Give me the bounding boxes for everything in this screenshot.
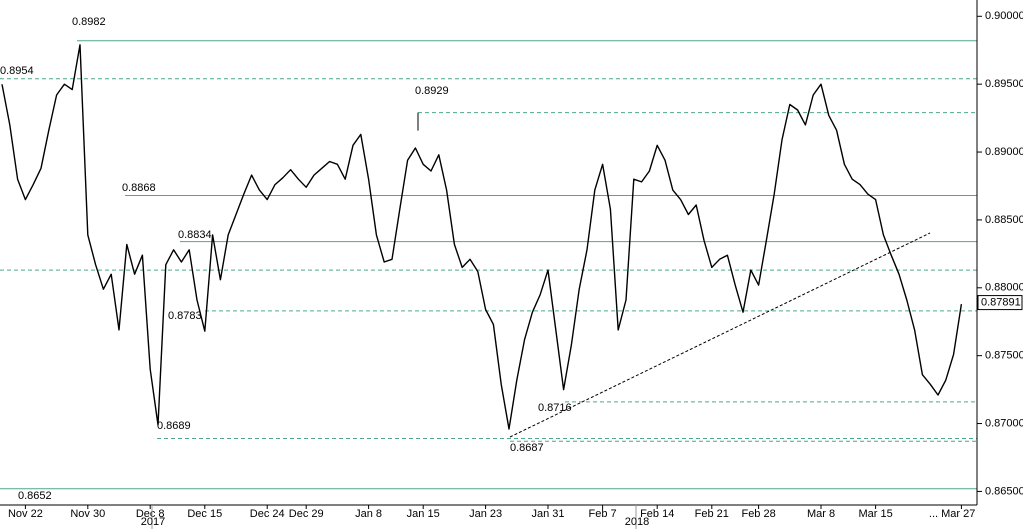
plot	[1, 44, 963, 430]
x-tick-label: Nov 30	[70, 508, 105, 520]
x-tick-label: Jan 8	[355, 508, 382, 520]
level-label: 0.8689	[157, 420, 191, 432]
y-tick-label: 0.88500	[985, 214, 1023, 226]
y-tick-label: 0.87500	[985, 350, 1023, 362]
x-tick-label: Jan 23	[469, 508, 502, 520]
last-price-box	[977, 295, 1023, 311]
year-label: 2017	[141, 516, 165, 528]
year-label: 2018	[625, 516, 649, 528]
y-tick-label: 0.88000	[985, 282, 1023, 294]
axes: 0.86500 0.87000 0.87500 0.88000 0.88500 0.890…	[8, 10, 1023, 529]
x-tick-label: Jan 15	[407, 508, 440, 520]
trend-line	[509, 232, 931, 438]
x-tick-label: Feb 28	[741, 508, 775, 520]
y-tick-label: 0.87000	[985, 417, 1023, 429]
level-label: 0.8783	[168, 310, 202, 322]
x-tick-label: Mar 8	[807, 508, 835, 520]
level-label: 0.8652	[18, 490, 52, 502]
y-tick-label: 0.89500	[985, 78, 1023, 90]
x-tick-label: Jan 31	[531, 508, 564, 520]
x-tick-label: Dec 8	[136, 508, 165, 520]
level-label: 0.8868	[122, 182, 156, 194]
y-tick-label: 0.90000	[985, 10, 1023, 22]
level-label: 0.8982	[72, 16, 106, 28]
level-label: 0.8929	[415, 85, 449, 97]
levels: 0.8982 0.8954 0.8929 0.8868 0.8834 0.8783 0.87…	[0, 16, 977, 502]
x-tick-label: Dec 15	[187, 508, 222, 520]
x-tick-label: Dec 29	[289, 508, 324, 520]
last-price-label: 0.87891	[981, 296, 1021, 308]
level-label: 0.8954	[0, 65, 34, 77]
x-tick-label: Feb 21	[695, 508, 729, 520]
level-label: 0.8716	[538, 402, 572, 414]
x-tick-label: ... Mar 27	[929, 508, 975, 520]
x-tick-label: Mar 15	[858, 508, 892, 520]
y-tick-label: 0.86500	[985, 485, 1023, 497]
price-line	[1, 44, 963, 430]
x-tick-label: Feb 7	[589, 508, 617, 520]
x-tick-label: Dec 24	[250, 508, 285, 520]
x-tick-label: Nov 22	[8, 508, 43, 520]
y-tick-label: 0.89000	[985, 146, 1023, 158]
level-label: 0.8687	[510, 442, 544, 454]
level-label: 0.8834	[178, 229, 212, 241]
x-tick-label: Feb 14	[640, 508, 674, 520]
